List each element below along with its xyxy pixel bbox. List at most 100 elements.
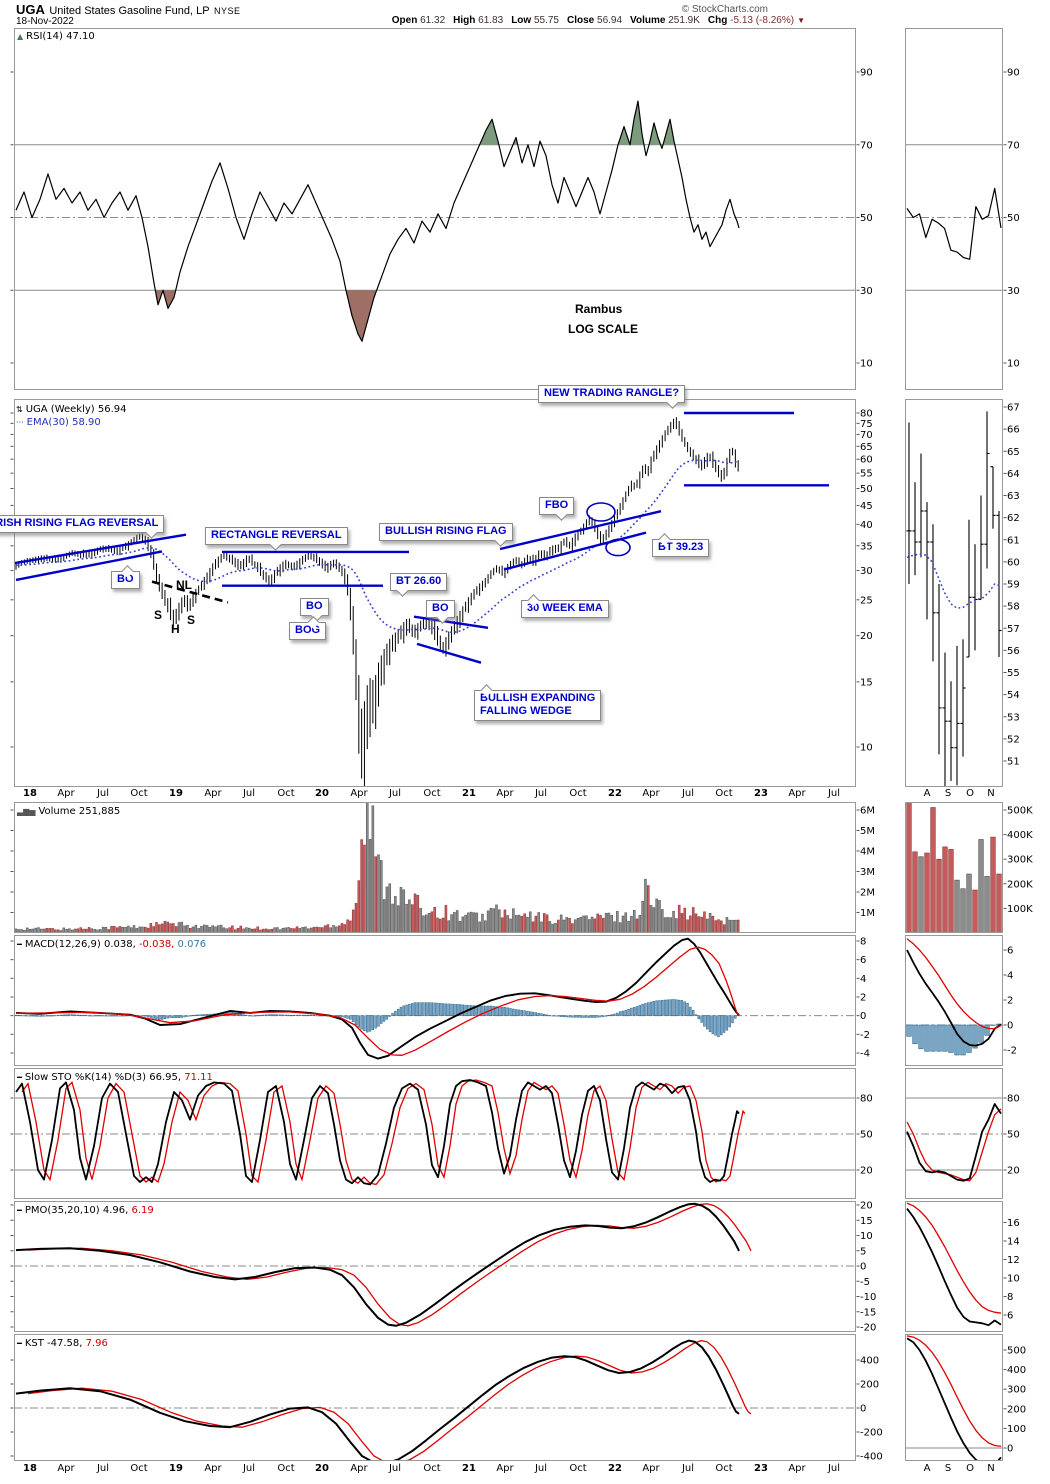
svg-text:10: 10 bbox=[860, 743, 873, 754]
svg-text:65: 65 bbox=[860, 442, 873, 453]
chg-dropdown-icon[interactable]: ▼ bbox=[797, 16, 805, 25]
svg-text:62: 62 bbox=[1007, 513, 1020, 524]
svg-text:-5: -5 bbox=[860, 1277, 870, 1288]
pmo-legend-icon: ━ bbox=[17, 1206, 22, 1215]
quote-strip: Open 61.32 High 61.83 Low 55.75 Close 56.94… bbox=[384, 15, 805, 26]
x-axis-bottom: 18 Apr Jul Oct 19 Apr Jul Oct 20 Apr Jul Oct 21 Apr Ju… bbox=[0, 1463, 1050, 1477]
callout-rectangle-reversal-label: RECTANGLE REVERSAL bbox=[205, 527, 348, 551]
x-tick-label: Apr bbox=[204, 1463, 222, 1474]
chart-text-s: S bbox=[154, 608, 163, 622]
rsi-indicator-label: ▲ RSI(14) 47.10 bbox=[17, 31, 95, 42]
x-tick-label: 21 bbox=[462, 788, 476, 799]
price-legend-icon: ··· bbox=[16, 418, 24, 427]
kst-indicator-label: ━ KST -47.58, 7.96 bbox=[17, 1338, 108, 1349]
label-text: EMA(30) 58.90 bbox=[26, 417, 101, 428]
x-tick-label: Oct bbox=[277, 1463, 295, 1474]
chart-title-row: UGA United States Gasoline Fund, LP NYSE bbox=[16, 1, 241, 17]
svg-text:6: 6 bbox=[860, 955, 866, 966]
svg-text:59: 59 bbox=[1007, 580, 1020, 591]
svg-text:61: 61 bbox=[1007, 535, 1020, 546]
macd-legend-icon: ━ bbox=[17, 940, 22, 949]
svg-text:-15: -15 bbox=[860, 1307, 876, 1318]
svg-text:4: 4 bbox=[1007, 971, 1013, 982]
label-text: RSI(14) 47.10 bbox=[26, 31, 95, 42]
pmo-panel-svg: 20 15 10 5 0 -5 -10 -15 -20 16 14 12 10 8 6 bbox=[10, 1201, 1020, 1333]
x-tick-label: Oct bbox=[569, 1463, 587, 1474]
x-tick-label: Apr bbox=[350, 1463, 368, 1474]
svg-text:200: 200 bbox=[1007, 1404, 1026, 1415]
svg-text:50: 50 bbox=[860, 213, 873, 224]
x-tick-label: Jul bbox=[681, 1463, 695, 1474]
x-tick-label: Apr bbox=[642, 788, 660, 799]
x-tick-label: Oct bbox=[130, 788, 148, 799]
svg-text:200: 200 bbox=[860, 1380, 879, 1391]
svg-text:75: 75 bbox=[860, 419, 873, 430]
svg-text:35: 35 bbox=[860, 541, 873, 552]
x-tick-label: 22 bbox=[608, 788, 622, 799]
x-tick-label: Apr bbox=[788, 1463, 806, 1474]
label-text: 0.076 bbox=[174, 939, 207, 950]
svg-text:50: 50 bbox=[1007, 1130, 1020, 1141]
svg-text:0: 0 bbox=[860, 1404, 866, 1415]
label-text: KST -47.58, bbox=[24, 1338, 83, 1349]
x-tick-label: 19 bbox=[169, 1463, 183, 1474]
quote-label-chg: Chg bbox=[707, 15, 728, 26]
x-tick-label: Apr bbox=[57, 1463, 75, 1474]
quote-value-open: 61.32 bbox=[417, 15, 446, 26]
x-tick-label-mini: O bbox=[966, 1463, 974, 1474]
vol-indicator-label: ▃▆▅ Volume 251,885 bbox=[17, 806, 120, 817]
svg-text:16: 16 bbox=[1007, 1218, 1020, 1229]
svg-text:0: 0 bbox=[860, 1011, 866, 1022]
svg-text:20: 20 bbox=[1007, 1166, 1020, 1177]
svg-text:90: 90 bbox=[860, 68, 873, 79]
svg-text:58: 58 bbox=[1007, 602, 1020, 613]
svg-text:400K: 400K bbox=[1007, 830, 1033, 841]
rsi-legend-icon: ▲ bbox=[17, 32, 24, 41]
price-indicator-label-1: ··· EMA(30) 58.90 bbox=[16, 417, 101, 428]
label-text: MACD(12,26,9) 0.038, bbox=[24, 939, 136, 950]
svg-text:0: 0 bbox=[1007, 1444, 1013, 1455]
x-tick-label: Jul bbox=[827, 788, 841, 799]
svg-text:1M: 1M bbox=[860, 908, 875, 919]
svg-text:2: 2 bbox=[860, 993, 866, 1004]
svg-text:500: 500 bbox=[1007, 1346, 1026, 1357]
svg-text:63: 63 bbox=[1007, 491, 1020, 502]
svg-text:54: 54 bbox=[1007, 690, 1020, 701]
svg-text:52: 52 bbox=[1007, 734, 1020, 745]
svg-text:60: 60 bbox=[1007, 557, 1020, 568]
svg-text:55: 55 bbox=[860, 469, 873, 480]
x-tick-label: Jul bbox=[681, 788, 695, 799]
svg-text:-2: -2 bbox=[1007, 1046, 1017, 1057]
x-tick-label: Jul bbox=[242, 788, 256, 799]
svg-text:400: 400 bbox=[1007, 1365, 1026, 1376]
label-text: 7.96 bbox=[82, 1338, 108, 1349]
svg-text:80: 80 bbox=[1007, 1094, 1020, 1105]
svg-text:67: 67 bbox=[1007, 403, 1020, 414]
svg-text:20: 20 bbox=[860, 1166, 873, 1177]
vol-legend-icon: ▃▆▅ bbox=[17, 807, 36, 816]
callout-new-trading-range-label: NEW TRADING RANGLE? bbox=[538, 385, 686, 409]
svg-text:3M: 3M bbox=[860, 867, 875, 878]
svg-text:-400: -400 bbox=[860, 1452, 883, 1462]
x-tick-label: 23 bbox=[754, 788, 768, 799]
x-tick-label: Jul bbox=[534, 788, 548, 799]
pmo-indicator-label: ━ PMO(35,20,10) 4.96, 6.19 bbox=[17, 1205, 154, 1216]
x-tick-label: Apr bbox=[496, 1463, 514, 1474]
quote-value-volume: 251.9K bbox=[665, 15, 700, 26]
svg-text:6: 6 bbox=[1007, 946, 1013, 957]
svg-text:90: 90 bbox=[1007, 68, 1020, 79]
x-tick-label: Jul bbox=[388, 1463, 402, 1474]
x-tick-label: Oct bbox=[423, 1463, 441, 1474]
svg-text:80: 80 bbox=[860, 409, 873, 420]
callout-bearish-flag-label: BEARISH RISING FLAG REVERSAL bbox=[0, 515, 165, 539]
x-tick-label: Jul bbox=[96, 788, 110, 799]
svg-text:6M: 6M bbox=[860, 806, 875, 817]
rsi-panel-svg: 90 70 50 30 10 90 70 50 30 10 bbox=[10, 28, 1020, 390]
svg-text:56: 56 bbox=[1007, 646, 1020, 657]
x-tick-label-mini: S bbox=[944, 788, 952, 799]
svg-text:-20: -20 bbox=[860, 1323, 876, 1333]
label-text: Volume 251,885 bbox=[38, 806, 121, 817]
quote-label-volume: Volume bbox=[630, 15, 666, 26]
svg-text:2: 2 bbox=[1007, 996, 1013, 1007]
svg-text:50: 50 bbox=[860, 1130, 873, 1141]
